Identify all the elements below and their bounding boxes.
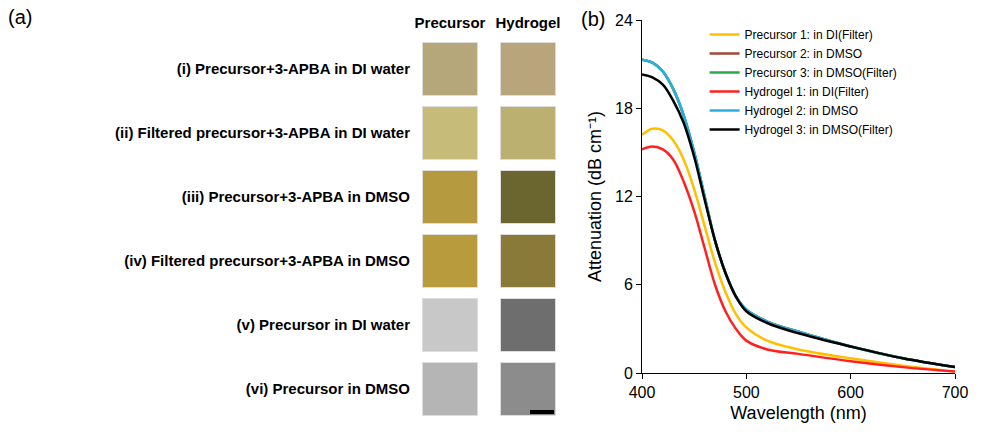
html-text:(v) Precursor in DI water: (v) Precursor in DI water [236, 316, 410, 333]
html-text:Precursor: Precursor [414, 14, 486, 31]
svg-text:Hydrogel 1: in DI(Filter): Hydrogel 1: in DI(Filter) [745, 85, 869, 99]
html-text:(iv) Filtered precursor+3-APBA: (iv) Filtered precursor+3-APBA in DMSO [124, 252, 410, 269]
svg-text:500: 500 [733, 384, 760, 401]
html-text:(ii) Filtered precursor+3-APBA: (ii) Filtered precursor+3-APBA in DI wat… [115, 124, 410, 141]
html-text:(iii) Precursor+3-APBA in DMSO: (iii) Precursor+3-APBA in DMSO [181, 188, 410, 205]
svg-text:Precursor 3: in DMSO(Filter): Precursor 3: in DMSO(Filter) [745, 66, 897, 80]
svg-text:700: 700 [942, 384, 969, 401]
svg-text:Wavelength (nm): Wavelength (nm) [730, 403, 866, 423]
svg-text:600: 600 [837, 384, 864, 401]
svg-text:24: 24 [615, 12, 633, 29]
svg-text:Precursor 2: in DMSO: Precursor 2: in DMSO [745, 47, 862, 61]
html-text:(i) Precursor+3-APBA in DI wat: (i) Precursor+3-APBA in DI water [176, 60, 410, 77]
svg-text:6: 6 [624, 276, 633, 293]
svg-text:Attenuation (dB cm⁻¹): Attenuation (dB cm⁻¹) [585, 111, 605, 282]
svg-text:0: 0 [624, 365, 633, 382]
svg-text:Hydrogel 3: in DMSO(Filter): Hydrogel 3: in DMSO(Filter) [745, 123, 893, 137]
svg-text:12: 12 [615, 188, 633, 205]
svg-text:Hydrogel 2: in DMSO: Hydrogel 2: in DMSO [745, 104, 858, 118]
svg-text:(b): (b) [581, 8, 605, 30]
svg-text:Precursor 1: in DI(Filter): Precursor 1: in DI(Filter) [745, 28, 873, 42]
html-text:(a): (a) [8, 6, 33, 28]
html-text:(vi) Precursor in DMSO: (vi) Precursor in DMSO [245, 380, 410, 397]
svg-text:18: 18 [615, 100, 633, 117]
svg-text:400: 400 [629, 384, 656, 401]
html-text:Hydrogel: Hydrogel [495, 14, 561, 31]
